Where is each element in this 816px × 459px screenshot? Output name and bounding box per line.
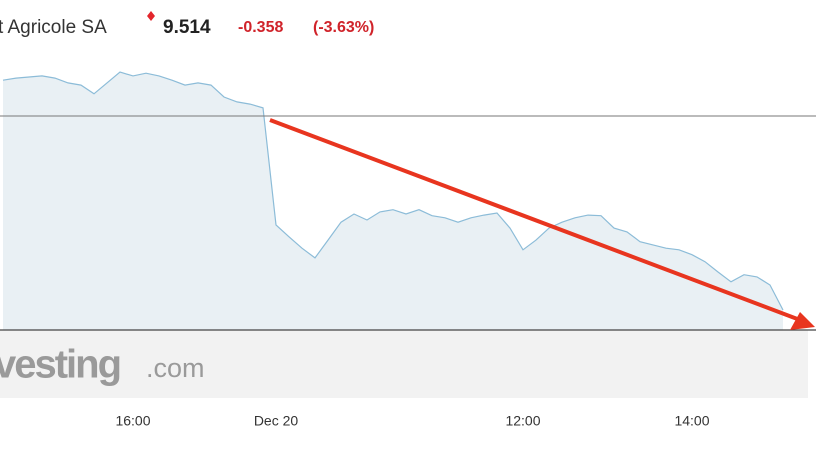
x-tick-label: Dec 20 [254,413,299,429]
annotation-arrow [269,118,815,330]
status-icon [147,11,155,21]
price: 9.514 [163,17,211,38]
x-tick-label: 16:00 [115,413,150,429]
change-percent: (-3.63%) [313,19,374,36]
watermark: .com [146,353,205,383]
x-tick-label: 14:00 [674,413,709,429]
change: -0.358 [238,19,283,36]
watermark: vesting [0,343,120,387]
price-line [2,71,784,311]
x-tick-label: 12:00 [505,413,540,429]
instrument-name: t Agricole SA [0,17,107,38]
plot-area [0,71,816,331]
area [3,72,783,330]
watermark-band [0,330,808,398]
